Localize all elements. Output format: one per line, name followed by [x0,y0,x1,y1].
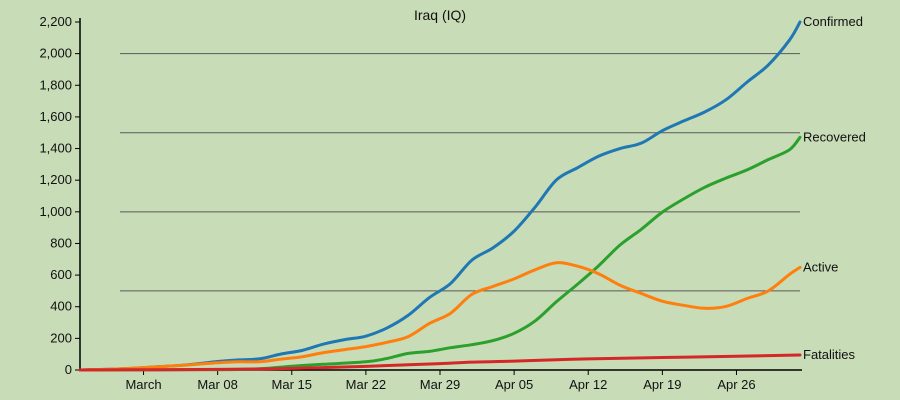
x-tick-label: Apr 05 [495,377,533,392]
gridlines [120,53,800,292]
y-tick-label: 1,600 [39,109,72,124]
y-tick-label: 2,200 [39,14,72,29]
y-axis-ticks: 0 200 400 600 800 1,000 1,200 1,400 1,600 1,800 2,… [39,14,80,377]
x-tick-label: Apr 12 [569,377,607,392]
y-tick-label: 1,000 [39,204,72,219]
y-tick-label: 600 [50,267,72,282]
series-line-active [78,261,802,372]
x-tick-label: Apr 19 [643,377,681,392]
chart-title: Iraq (IQ) [414,7,466,23]
y-tick-label: 800 [50,235,72,250]
series-label-fatalities: Fatalities [803,347,856,362]
y-tick-label: 2,000 [39,46,72,61]
x-tick-label: March [125,377,161,392]
series-line-fatalities [78,353,802,372]
x-tick-label: Mar 22 [346,377,386,392]
x-tick-label: Mar 15 [272,377,312,392]
y-tick-label: 1,200 [39,172,72,187]
y-tick-label: 0 [65,362,72,377]
x-axis-ticks: March Mar 08 Mar 15 Mar 22 Mar 29 Apr 05 Apr 1… [125,370,756,392]
y-tick-label: 400 [50,299,72,314]
series-labels: Confirmed Recovered Active Fatalities [803,14,866,362]
x-tick-label: Apr 26 [717,377,755,392]
y-tick-label: 1,800 [39,77,72,92]
series-label-recovered: Recovered [803,129,866,144]
series-label-confirmed: Confirmed [803,14,863,29]
series-line-recovered [78,135,802,372]
x-tick-label: Mar 29 [420,377,460,392]
x-tick-label: Mar 08 [197,377,237,392]
series-label-active: Active [803,259,838,274]
series-line-confirmed [78,20,802,372]
y-tick-label: 1,400 [39,141,72,156]
series-lines [78,20,802,372]
y-tick-label: 200 [50,330,72,345]
